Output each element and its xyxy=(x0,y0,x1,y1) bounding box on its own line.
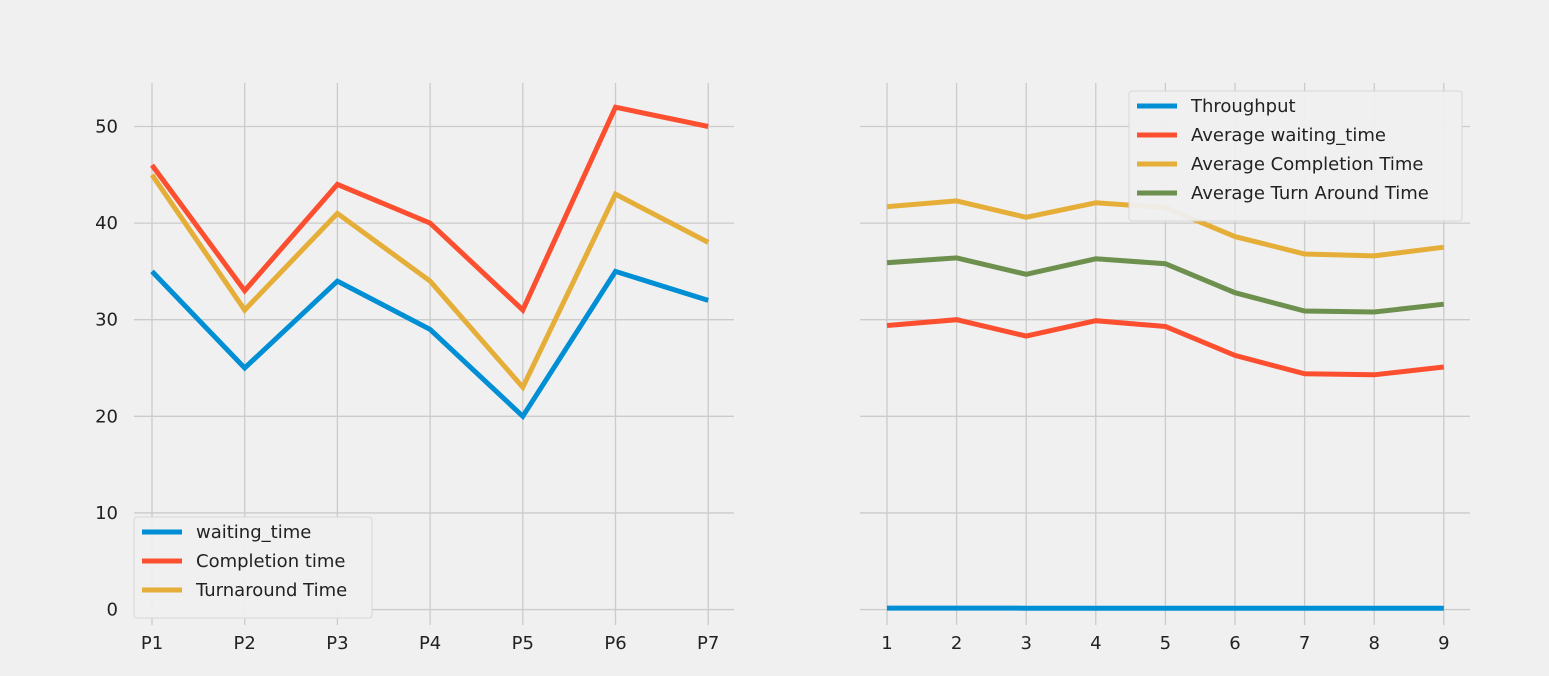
y-tick-label: 0 xyxy=(107,600,118,621)
x-tick-label: 4 xyxy=(1090,633,1101,654)
x-tick-label: P1 xyxy=(141,633,163,654)
legend-box xyxy=(1128,90,1463,222)
legend-label: waiting_time xyxy=(196,522,311,543)
x-tick-label: P5 xyxy=(512,633,534,654)
left-chart-panel: 0 10 20 30 40 50 P1 P2 P3 P4 P5 P6 P7 waiting_time Com… xyxy=(95,83,734,654)
series-line-2 xyxy=(149,104,709,315)
y-tick-label: 40 xyxy=(95,213,118,234)
legend: Throughput Average waiting_time Average Co… xyxy=(1128,90,1463,222)
x-tick-label: 5 xyxy=(1160,633,1171,654)
x-tick-label: P3 xyxy=(326,633,348,654)
series-line-1 xyxy=(150,268,709,421)
x-tick-label: 8 xyxy=(1368,633,1379,654)
legend-label: Turnaround Time xyxy=(195,580,347,601)
x-tick-label: 6 xyxy=(1229,633,1240,654)
y-tick-label: 50 xyxy=(95,116,118,137)
x-tick-label: 3 xyxy=(1020,633,1031,654)
legend-box xyxy=(133,516,373,619)
x-tick-label: P7 xyxy=(697,633,719,654)
x-tick-label: 1 xyxy=(881,633,892,654)
series-line-2 xyxy=(886,317,1445,378)
right-chart-panel: 1 2 3 4 5 6 7 8 9 Throughput Average waiting_time A… xyxy=(860,83,1470,654)
legend-label: Completion time xyxy=(196,551,345,572)
x-tick-label: P6 xyxy=(604,633,626,654)
y-tick-label: 30 xyxy=(95,310,118,331)
series-line-4 xyxy=(886,255,1445,315)
y-tick-label: 20 xyxy=(95,406,118,427)
y-tick-label: 10 xyxy=(95,503,118,524)
x-tick-label: 7 xyxy=(1299,633,1310,654)
x-tick-label: P4 xyxy=(419,633,441,654)
legend-label: Average waiting_time xyxy=(1191,125,1386,146)
legend-label: Throughput xyxy=(1190,96,1296,117)
x-tick-label: P2 xyxy=(234,633,256,654)
x-tick-label: 9 xyxy=(1438,633,1449,654)
legend: waiting_time Completion time Turnaround Ti… xyxy=(133,516,373,619)
series-line-3 xyxy=(149,173,710,392)
legend-label: Average Turn Around Time xyxy=(1191,183,1429,204)
x-tick-label: 2 xyxy=(951,633,962,654)
legend-label: Average Completion Time xyxy=(1191,154,1424,175)
